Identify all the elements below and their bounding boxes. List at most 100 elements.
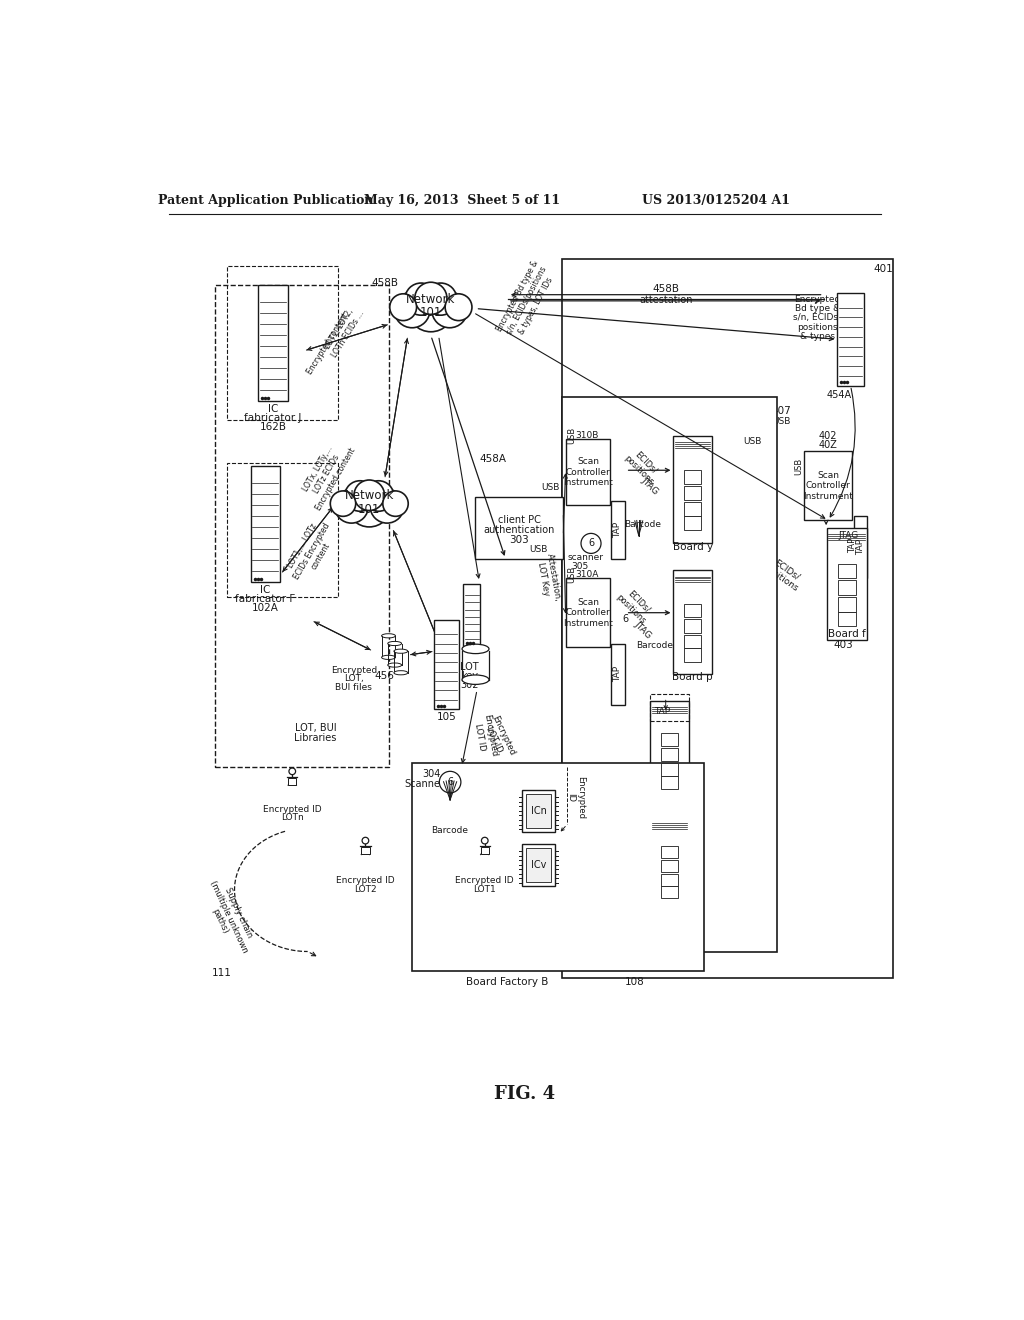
Text: 6: 6 xyxy=(623,614,629,624)
Text: LOTx, LOTy,...
LOTz ECIDs
Encrypted content: LOTx, LOTy,... LOTz ECIDs Encrypted cont… xyxy=(296,436,357,512)
Text: Network: Network xyxy=(344,490,394,502)
Text: Encrypted
LOT ID: Encrypted LOT ID xyxy=(471,713,498,759)
Ellipse shape xyxy=(462,675,489,684)
FancyBboxPatch shape xyxy=(838,581,856,595)
Ellipse shape xyxy=(394,649,408,653)
FancyBboxPatch shape xyxy=(562,397,777,952)
Text: Barcode: Barcode xyxy=(636,642,673,651)
Text: TAP: TAP xyxy=(653,706,670,715)
Text: ECIDs/
positions: ECIDs/ positions xyxy=(623,446,663,487)
Text: Board f: Board f xyxy=(827,630,865,639)
Text: IC: IC xyxy=(268,404,279,413)
FancyBboxPatch shape xyxy=(826,528,866,640)
Text: Board y: Board y xyxy=(673,543,713,552)
Text: 403: 403 xyxy=(834,640,853,649)
Text: 407: 407 xyxy=(771,407,792,416)
Text: 454A: 454A xyxy=(826,389,852,400)
Ellipse shape xyxy=(388,642,401,645)
FancyBboxPatch shape xyxy=(611,502,625,558)
Text: Scan
Controller
Instrument: Scan Controller Instrument xyxy=(803,471,853,500)
Ellipse shape xyxy=(394,671,408,675)
Text: May 16, 2013  Sheet 5 of 11: May 16, 2013 Sheet 5 of 11 xyxy=(364,194,560,207)
Text: Encrypted ID: Encrypted ID xyxy=(336,876,394,886)
Text: Encrypted ID: Encrypted ID xyxy=(456,876,514,886)
Text: USB: USB xyxy=(567,426,577,445)
Text: Encrypted content: Encrypted content xyxy=(305,310,350,376)
FancyBboxPatch shape xyxy=(660,846,678,858)
Text: Patent Application Publication: Patent Application Publication xyxy=(158,194,373,207)
Text: USB: USB xyxy=(743,437,762,446)
Text: LOTn: LOTn xyxy=(281,813,304,822)
Text: Board Factory B: Board Factory B xyxy=(466,977,548,987)
Text: Scan
Controller
Instrument: Scan Controller Instrument xyxy=(563,598,613,627)
Text: Encrypted ID: Encrypted ID xyxy=(263,805,322,813)
Text: Barcode: Barcode xyxy=(431,826,469,836)
Text: key: key xyxy=(461,671,478,681)
Text: s/n, ECIDs/: s/n, ECIDs/ xyxy=(794,313,842,322)
Text: TAP: TAP xyxy=(856,539,865,556)
Text: 102A: 102A xyxy=(252,603,279,612)
Text: Supply chain
(multiple unknown
paths): Supply chain (multiple unknown paths) xyxy=(199,875,259,958)
Text: 105: 105 xyxy=(436,711,456,722)
FancyBboxPatch shape xyxy=(611,644,625,705)
FancyBboxPatch shape xyxy=(684,470,701,484)
FancyBboxPatch shape xyxy=(660,861,678,873)
Text: fabricator J: fabricator J xyxy=(245,413,302,422)
FancyBboxPatch shape xyxy=(684,516,701,531)
Text: USB: USB xyxy=(529,545,548,554)
Text: Encrypted: Encrypted xyxy=(331,667,377,675)
Text: TAP: TAP xyxy=(613,667,623,682)
FancyBboxPatch shape xyxy=(526,847,551,882)
Text: scanner: scanner xyxy=(567,553,603,562)
Text: BUI files: BUI files xyxy=(336,682,373,692)
Text: 305: 305 xyxy=(571,562,589,572)
FancyBboxPatch shape xyxy=(522,843,555,886)
Text: attestation: attestation xyxy=(639,296,692,305)
FancyBboxPatch shape xyxy=(565,440,610,506)
Text: 108: 108 xyxy=(625,977,645,987)
Text: LOT1: LOT1 xyxy=(473,884,497,894)
Text: Board q: Board q xyxy=(649,799,690,809)
Text: US 2013/0125204 A1: US 2013/0125204 A1 xyxy=(642,194,790,207)
Text: TAP: TAP xyxy=(666,824,682,833)
Text: 6: 6 xyxy=(588,539,594,548)
FancyBboxPatch shape xyxy=(674,570,712,675)
FancyBboxPatch shape xyxy=(361,847,370,854)
Text: 458B: 458B xyxy=(371,279,398,288)
Text: ECIDs/
positions: ECIDs/ positions xyxy=(761,554,806,594)
Text: Attestation,
LOT Key: Attestation, LOT Key xyxy=(535,552,562,603)
FancyBboxPatch shape xyxy=(288,779,296,784)
Text: USB: USB xyxy=(541,483,559,492)
Text: LOT1,... LOTz
ECIDs Encrypted
content: LOT1,... LOTz ECIDs Encrypted content xyxy=(283,516,340,586)
Text: TAP: TAP xyxy=(848,537,857,553)
Text: 310B: 310B xyxy=(574,432,598,440)
FancyBboxPatch shape xyxy=(684,503,701,516)
FancyBboxPatch shape xyxy=(434,620,459,709)
Text: USB: USB xyxy=(567,565,577,583)
Text: 101: 101 xyxy=(420,306,442,319)
FancyBboxPatch shape xyxy=(804,451,852,520)
FancyBboxPatch shape xyxy=(660,763,678,776)
Text: 304: 304 xyxy=(423,770,441,779)
FancyBboxPatch shape xyxy=(674,436,712,544)
Text: FIG. 4: FIG. 4 xyxy=(495,1085,555,1104)
FancyBboxPatch shape xyxy=(258,285,288,401)
Text: LOT: LOT xyxy=(460,661,478,672)
Text: Bd type &: Bd type & xyxy=(795,304,840,313)
FancyBboxPatch shape xyxy=(684,635,701,648)
Text: & types: & types xyxy=(800,331,835,341)
FancyBboxPatch shape xyxy=(526,793,551,829)
Text: Barcode: Barcode xyxy=(624,520,662,528)
FancyBboxPatch shape xyxy=(684,603,701,618)
Text: Scan
Controller
Instrument: Scan Controller Instrument xyxy=(563,457,613,487)
Text: 101: 101 xyxy=(358,503,381,516)
Text: LOT, BUI: LOT, BUI xyxy=(295,723,336,733)
Text: fabricator F: fabricator F xyxy=(236,594,296,603)
FancyBboxPatch shape xyxy=(838,597,856,611)
FancyBboxPatch shape xyxy=(475,498,563,558)
FancyBboxPatch shape xyxy=(837,293,864,385)
Ellipse shape xyxy=(382,655,395,660)
Text: LOT1, LOT2,
LOTn ECIDs ...: LOT1, LOT2, LOTn ECIDs ... xyxy=(322,304,367,359)
Text: ECIDs/
positions: ECIDs/ positions xyxy=(614,585,655,626)
Text: JTAG: JTAG xyxy=(640,475,660,496)
